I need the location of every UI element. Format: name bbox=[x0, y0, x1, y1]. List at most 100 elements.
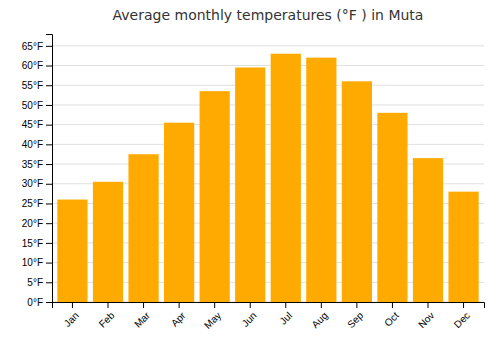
x-tick-mark bbox=[285, 302, 286, 308]
bar bbox=[200, 91, 230, 302]
y-tick-label: 45°F bbox=[22, 119, 43, 130]
x-tick-label: Sep bbox=[345, 309, 366, 330]
y-tick-label: 65°F bbox=[22, 41, 43, 52]
x-tick-label: Jan bbox=[62, 310, 81, 329]
y-tick: 60°F bbox=[22, 60, 52, 71]
y-axis: 0°F 5°F 10°F 15°F 20°F 25°F 30°F 35°F 40°F 45°F 50… bbox=[22, 35, 53, 308]
y-tick: 0°F bbox=[27, 297, 52, 308]
y-tick-label: 40°F bbox=[22, 139, 43, 150]
x-tick-label: May bbox=[202, 310, 223, 331]
x-tick-mark bbox=[143, 302, 144, 308]
y-axis-line bbox=[46, 35, 53, 303]
y-tick-mark bbox=[46, 144, 52, 145]
bar bbox=[164, 123, 194, 302]
grid-line bbox=[52, 65, 484, 66]
x-tick: Nov bbox=[416, 302, 436, 330]
plot: 0°F 5°F 10°F 15°F 20°F 25°F 30°F 35°F 40°F 45°F 50… bbox=[22, 35, 485, 331]
x-tick: Sep bbox=[345, 302, 366, 330]
y-tick-label: 35°F bbox=[22, 159, 43, 170]
y-tick-mark bbox=[46, 223, 52, 224]
x-tick: Mar bbox=[132, 302, 152, 330]
y-tick-label: 15°F bbox=[22, 238, 43, 249]
y-tick-label: 10°F bbox=[22, 257, 43, 268]
x-tick: Apr bbox=[169, 302, 188, 329]
y-tick-label: 25°F bbox=[22, 198, 43, 209]
bar bbox=[306, 58, 336, 302]
grid-line bbox=[52, 85, 484, 86]
x-tick-label: Feb bbox=[97, 309, 117, 329]
y-tick: 30°F bbox=[22, 178, 52, 189]
y-tick: 10°F bbox=[22, 257, 52, 268]
y-tick-mark bbox=[46, 105, 52, 106]
y-tick: 50°F bbox=[22, 100, 52, 111]
y-tick: 25°F bbox=[22, 198, 52, 209]
x-tick-label: Mar bbox=[132, 309, 152, 329]
x-tick-label: Aug bbox=[309, 310, 329, 330]
y-tick-mark bbox=[46, 164, 52, 165]
y-tick-mark bbox=[46, 302, 52, 303]
y-tick-mark bbox=[46, 243, 52, 244]
y-tick-mark bbox=[46, 46, 52, 47]
x-tick-label: Nov bbox=[416, 310, 436, 330]
x-tick-mark bbox=[72, 302, 73, 308]
x-tick-label: Apr bbox=[169, 309, 188, 328]
x-tick-mark bbox=[214, 302, 215, 308]
bars bbox=[57, 54, 478, 302]
x-tick: May bbox=[202, 302, 223, 331]
y-tick-label: 55°F bbox=[22, 80, 43, 91]
x-tick: Jan bbox=[62, 302, 81, 329]
y-tick-mark bbox=[46, 66, 52, 67]
x-tick-mark bbox=[463, 302, 464, 308]
y-tick-label: 5°F bbox=[27, 277, 43, 288]
bar bbox=[413, 158, 443, 302]
y-tick-label: 50°F bbox=[22, 100, 43, 111]
grid bbox=[52, 46, 484, 302]
bar bbox=[271, 54, 301, 302]
x-tick-label: Jun bbox=[240, 310, 259, 329]
x-tick: Aug bbox=[309, 302, 329, 330]
x-tick-mark bbox=[250, 302, 251, 308]
y-tick: 40°F bbox=[22, 139, 52, 150]
x-tick-label: Jul bbox=[277, 310, 294, 327]
x-tick-mark bbox=[108, 302, 109, 308]
grid-line bbox=[52, 124, 484, 125]
y-tick-label: 60°F bbox=[22, 60, 43, 71]
y-tick: 20°F bbox=[22, 218, 52, 229]
x-tick-mark bbox=[179, 302, 180, 308]
bar bbox=[377, 113, 407, 302]
y-tick-label: 0°F bbox=[27, 297, 43, 308]
x-tick-mark bbox=[321, 302, 322, 308]
bar bbox=[448, 192, 478, 302]
y-tick: 35°F bbox=[22, 159, 52, 170]
y-tick: 15°F bbox=[22, 238, 52, 249]
bar bbox=[128, 154, 158, 302]
y-tick: 65°F bbox=[22, 41, 52, 52]
x-tick: Jun bbox=[240, 302, 259, 329]
y-tick: 55°F bbox=[22, 80, 52, 91]
x-tick: Oct bbox=[382, 302, 401, 329]
x-tick: Jul bbox=[277, 302, 294, 327]
x-axis-line bbox=[53, 303, 485, 309]
x-axis: Jan Feb Mar Apr May Jun Jul Aug Sep Oct Nov Dec bbox=[53, 302, 485, 331]
y-tick-mark bbox=[46, 184, 52, 185]
x-tick: Dec bbox=[452, 302, 472, 330]
y-tick-label: 20°F bbox=[22, 218, 43, 229]
x-tick-label: Dec bbox=[452, 310, 472, 330]
x-tick-mark bbox=[392, 302, 393, 308]
y-tick-mark bbox=[46, 263, 52, 264]
bar bbox=[57, 200, 87, 302]
chart: 0°F 5°F 10°F 15°F 20°F 25°F 30°F 35°F 40°F 45°F 50… bbox=[0, 0, 500, 350]
x-tick: Feb bbox=[97, 302, 117, 330]
y-tick-mark bbox=[46, 85, 52, 86]
bar bbox=[235, 68, 265, 303]
x-tick-label: Oct bbox=[382, 310, 401, 329]
grid-line bbox=[52, 144, 484, 145]
bar bbox=[93, 182, 123, 302]
y-tick: 5°F bbox=[27, 277, 52, 288]
y-tick-label: 30°F bbox=[22, 178, 43, 189]
grid-line bbox=[52, 104, 484, 105]
title: Average monthly temperatures (°F ) in Mu… bbox=[113, 7, 424, 23]
y-tick-mark bbox=[46, 125, 52, 126]
x-tick-mark bbox=[356, 302, 357, 308]
grid-line bbox=[52, 45, 484, 46]
